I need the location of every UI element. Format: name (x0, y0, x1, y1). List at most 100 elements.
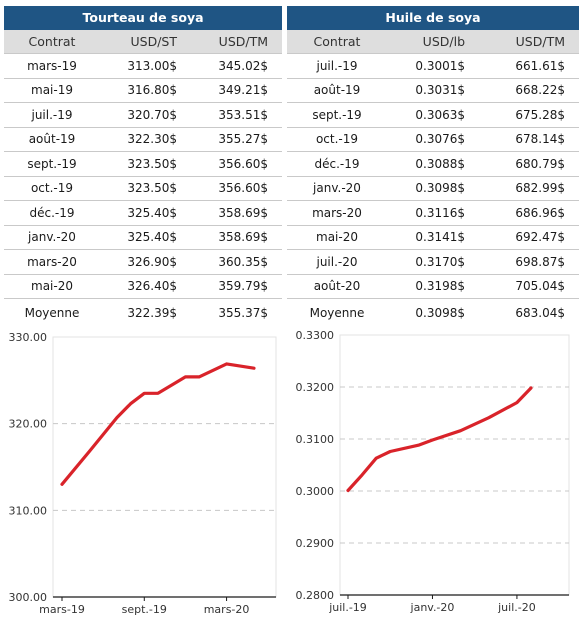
price-cell: 698.87$ (479, 249, 579, 275)
price-series-line (346, 386, 533, 493)
table-row: mai-20 0.3141$ 692.47$ (287, 225, 579, 250)
price-cell: 0.3116$ (387, 200, 479, 226)
table-row: mars-20 0.3116$ 686.96$ (287, 200, 579, 226)
contract-cell: juil.-19 (287, 53, 387, 79)
price-cell: 0.3198$ (387, 274, 479, 299)
price-cell: 360.35$ (191, 249, 283, 275)
table-row: août-19 322.30$ 355.27$ (4, 127, 283, 152)
column-header-usd-tm: USD/TM (191, 29, 283, 54)
price-cell: 0.3088$ (387, 151, 479, 177)
contract-cell: oct.-19 (4, 176, 100, 201)
average-value: 0.3098$ (387, 298, 479, 326)
soyoil-price-chart: 0.2800 0.2900 0.3000 0.3100 0.3200 0.3300 juil… (296, 329, 570, 614)
contract-cell: sept.-19 (4, 151, 100, 177)
average-row: Moyenne 0.3098$ 683.04$ (287, 298, 579, 326)
table-row: déc.-19 0.3088$ 680.79$ (287, 151, 579, 177)
x-tick-label: sept.-19 (122, 603, 167, 616)
y-tick-label: 0.3200 (296, 381, 335, 394)
price-cell: 680.79$ (479, 151, 579, 177)
price-cell: 356.60$ (191, 176, 283, 201)
table-row: mars-19 313.00$ 345.02$ (4, 53, 283, 79)
y-tick-label: 330.00 (9, 331, 48, 344)
price-cell: 0.3063$ (387, 102, 479, 128)
column-header-usd-lb: USD/lb (387, 29, 479, 54)
price-cell: 678.14$ (479, 127, 579, 152)
price-cell: 0.3170$ (387, 249, 479, 275)
y-tick-label: 0.3300 (296, 329, 335, 342)
column-header-usd-st: USD/ST (100, 29, 191, 54)
x-tick-label: mars-20 (204, 603, 250, 616)
contract-cell: déc.-19 (4, 200, 100, 226)
soymeal-price-chart: 300.00 310.00 320.00 330.00 mars-19 sept.-19 m… (9, 331, 277, 616)
price-cell: 686.96$ (479, 200, 579, 226)
price-cell: 313.00$ (100, 53, 191, 79)
price-cell: 320.70$ (100, 102, 191, 128)
price-cell: 682.99$ (479, 176, 579, 201)
price-cell: 353.51$ (191, 102, 283, 128)
price-cell: 356.60$ (191, 151, 283, 177)
average-row: Moyenne 322.39$ 355.37$ (4, 298, 283, 326)
price-cell: 0.3098$ (387, 176, 479, 201)
table-title: Tourteau de soya (4, 6, 283, 30)
plot-frame (52, 336, 277, 598)
average-value: 322.39$ (100, 298, 191, 326)
table-row: janv.-20 0.3098$ 682.99$ (287, 176, 579, 201)
average-value: 355.37$ (191, 298, 283, 326)
table-row: août-20 0.3198$ 705.04$ (287, 274, 579, 299)
price-cell: 0.3031$ (387, 78, 479, 103)
y-tick-label: 0.3000 (296, 485, 335, 498)
y-tick-label: 0.2800 (296, 589, 335, 602)
table-soyoil: Huile de soya Contrat USD/lb USD/TM juil… (287, 6, 579, 326)
contract-cell: mars-19 (4, 53, 100, 79)
contract-cell: janv.-20 (287, 176, 387, 201)
table-row: juil.-19 320.70$ 353.51$ (4, 102, 283, 128)
contract-cell: déc.-19 (287, 151, 387, 177)
average-label: Moyenne (287, 298, 387, 326)
contract-cell: mars-20 (287, 200, 387, 226)
contract-cell: août-19 (4, 127, 100, 152)
price-cell: 359.79$ (191, 274, 283, 299)
price-cell: 323.50$ (100, 151, 191, 177)
plot-frame (339, 334, 570, 596)
y-tick-label: 310.00 (9, 504, 48, 517)
contract-cell: juil.-20 (287, 249, 387, 275)
contract-cell: mai-19 (4, 78, 100, 103)
table-row: août-19 0.3031$ 668.22$ (287, 78, 579, 103)
column-header-contract: Contrat (287, 29, 387, 54)
price-cell: 323.50$ (100, 176, 191, 201)
price-cell: 345.02$ (191, 53, 283, 79)
table-title: Huile de soya (287, 6, 579, 30)
table-row: déc.-19 325.40$ 358.69$ (4, 200, 283, 226)
price-cell: 326.40$ (100, 274, 191, 299)
contract-cell: août-20 (287, 274, 387, 299)
x-tick-label: juil.-19 (328, 601, 367, 614)
price-cell: 0.3141$ (387, 225, 479, 250)
price-cell: 675.28$ (479, 102, 579, 128)
price-cell: 661.61$ (479, 53, 579, 79)
table-row: juil.-19 0.3001$ 661.61$ (287, 53, 579, 79)
price-cell: 358.69$ (191, 200, 283, 226)
contract-cell: août-19 (287, 78, 387, 103)
contract-cell: mai-20 (287, 225, 387, 250)
price-cell: 325.40$ (100, 225, 191, 250)
average-value: 683.04$ (479, 298, 579, 326)
price-cell: 0.3076$ (387, 127, 479, 152)
table-row: juil.-20 0.3170$ 698.87$ (287, 249, 579, 275)
table-row: mai-20 326.40$ 359.79$ (4, 274, 283, 299)
contract-cell: sept.-19 (287, 102, 387, 128)
x-tick-label: mars-19 (39, 603, 85, 616)
table-row: oct.-19 0.3076$ 678.14$ (287, 127, 579, 152)
contract-cell: janv.-20 (4, 225, 100, 250)
price-cell: 668.22$ (479, 78, 579, 103)
average-label: Moyenne (4, 298, 100, 326)
price-cell: 0.3001$ (387, 53, 479, 79)
price-cell: 692.47$ (479, 225, 579, 250)
price-series-line (60, 362, 256, 486)
table-row: mars-20 326.90$ 360.35$ (4, 249, 283, 275)
price-cell: 326.90$ (100, 249, 191, 275)
contract-cell: mars-20 (4, 249, 100, 275)
x-tick-label: juil.-20 (497, 601, 536, 614)
price-cell: 349.21$ (191, 78, 283, 103)
y-tick-label: 320.00 (9, 418, 48, 431)
price-cell: 358.69$ (191, 225, 283, 250)
